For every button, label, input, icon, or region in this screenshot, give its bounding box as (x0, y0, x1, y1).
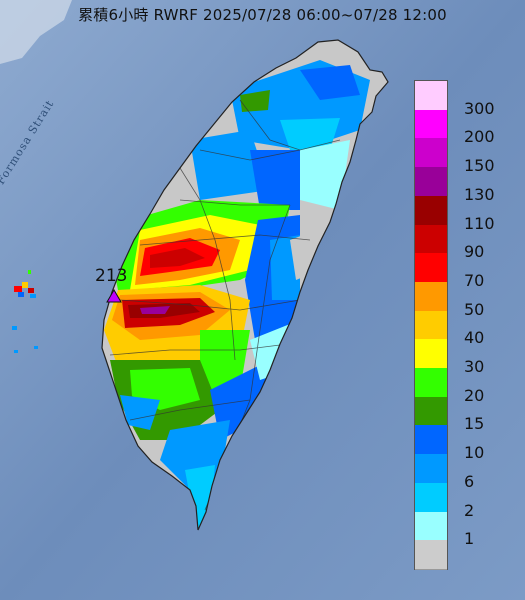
legend-label: 1 (464, 529, 475, 549)
legend-swatch (415, 224, 447, 255)
legend-swatch (415, 109, 447, 140)
legend-label: 300 (464, 98, 495, 118)
legend-swatch (415, 281, 447, 312)
penghu-echoes (12, 270, 38, 353)
legend-swatch (415, 540, 447, 570)
legend-label: 150 (464, 156, 495, 176)
max-rainfall-marker (106, 289, 122, 303)
legend-swatch (415, 482, 447, 513)
legend-label: 15 (464, 414, 485, 434)
legend-label: 50 (464, 299, 485, 319)
legend-label: 10 (464, 443, 485, 463)
legend-swatch (415, 339, 447, 370)
legend-label: 40 (464, 328, 485, 348)
legend-label: 20 (464, 385, 485, 405)
legend-label: 70 (464, 270, 485, 290)
legend-swatch (415, 81, 447, 111)
legend-swatch (415, 195, 447, 226)
max-rainfall-value: 213 (95, 266, 128, 286)
legend-label: 200 (464, 127, 495, 147)
legend-swatch (415, 368, 447, 398)
rainfall-legend (414, 80, 448, 570)
legend-label: 2 (464, 500, 475, 520)
legend-label: 30 (464, 357, 485, 377)
mainland-coast (0, 0, 72, 64)
legend-swatch (415, 138, 447, 169)
legend-label: 90 (464, 242, 485, 262)
legend-swatch (415, 396, 447, 427)
island-outline (101, 39, 389, 531)
legend-swatch (415, 167, 447, 197)
legend-label: 130 (464, 184, 495, 204)
legend-swatch (415, 454, 447, 484)
legend-label: 110 (464, 213, 495, 233)
legend-label: 6 (464, 471, 475, 491)
legend-swatch (415, 511, 447, 542)
map-title: 累積6小時 RWRF 2025/07/28 06:00~07/28 12:00 (78, 6, 447, 24)
legend-swatch (415, 310, 447, 341)
legend-swatch (415, 253, 447, 283)
legend-swatch (415, 425, 447, 456)
